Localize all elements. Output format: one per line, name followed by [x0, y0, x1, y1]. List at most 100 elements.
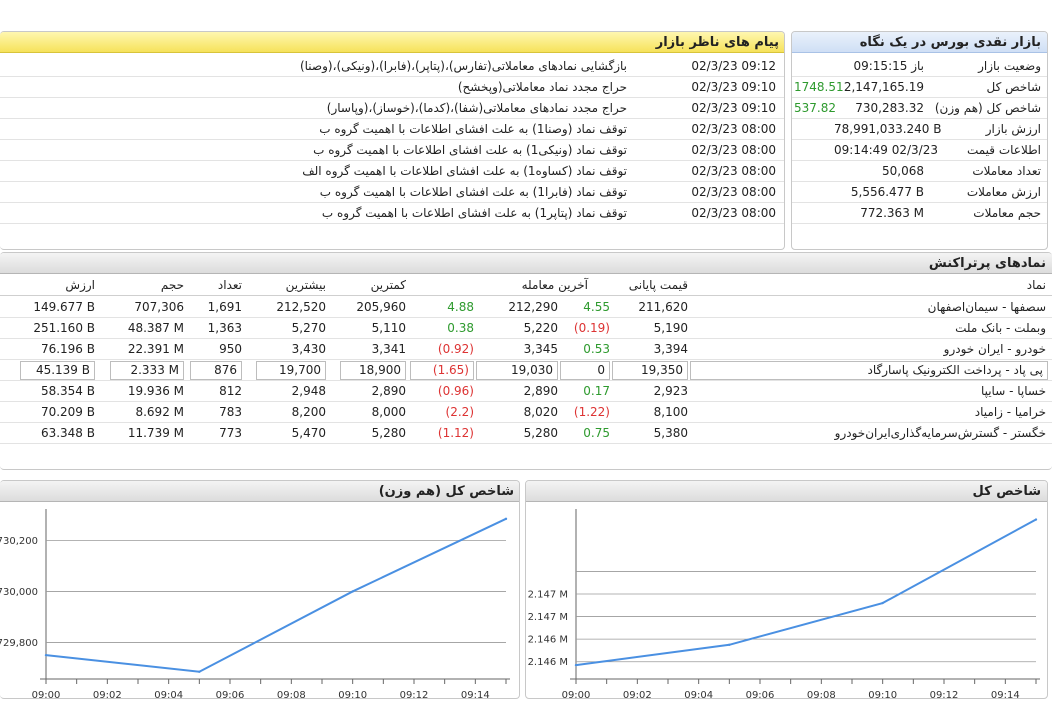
data-point — [574, 663, 578, 667]
max-price: 5,470 — [291, 426, 326, 440]
close-change: 0.53 — [583, 342, 610, 356]
close-price: 5,380 — [653, 426, 688, 440]
market-row-label: وضعیت بازار — [978, 59, 1041, 73]
table-header-row: نماد قیمت پایانی آخرین معامله کمترین بیش… — [0, 275, 1052, 296]
close-change: 0 — [560, 361, 610, 380]
x-tick-label: 09:08 — [807, 690, 836, 699]
table-row[interactable]: خودرو - ایران‌ خودرو 3,394 0.53 3,345 (0.92)… — [0, 339, 1052, 360]
trade-count: 950 — [219, 342, 242, 356]
x-tick-label: 09:14 — [461, 690, 490, 699]
message-row[interactable]: 02/3/23 09:10 حراج مجدد نماد معاملاتی(وپخ… — [0, 77, 784, 98]
table-row[interactable]: خساپا - سایپا 2,923 0.17 2,890 (0.96) 2,890 2,… — [0, 381, 1052, 402]
market-row-value: 5,556.477 B — [850, 185, 924, 199]
close-change: (0.19) — [573, 321, 610, 335]
y-tick-label: 730,000 — [0, 587, 38, 598]
market-row-value: 772.363 M — [860, 206, 924, 220]
market-row-label: تعداد معاملات — [972, 164, 1041, 178]
message-row[interactable]: 02/3/23 08:00 توقف نماد (فابرا1) به علت ا… — [0, 182, 784, 203]
col-header-value[interactable]: ارزش — [65, 278, 95, 292]
x-tick-label: 09:04 — [154, 690, 183, 699]
last-price: 3,345 — [523, 342, 558, 356]
message-row[interactable]: 02/3/23 08:00 توقف نماد (ونیکی1) به علت ا… — [0, 140, 784, 161]
close-change: 4.55 — [583, 300, 610, 314]
message-text: بازگشایی نمادهای معاملاتی(تفارس)،(پتاپر)… — [299, 59, 627, 73]
symbol-name[interactable]: خگستر - گسترش‌سرمایه‌گذاری‌ایران‌خودرو — [834, 426, 1046, 440]
message-row[interactable]: 02/3/23 09:12 بازگشایی نمادهای معاملاتی(ت… — [0, 56, 784, 77]
message-time: 02/3/23 08:00 — [691, 122, 776, 136]
message-text: توقف نماد (کساوه1) به علت افشای اطلاعات … — [302, 164, 627, 178]
col-header-min[interactable]: کمترین — [370, 278, 406, 292]
message-text: توقف نماد (وصنا1) به علت افشای اطلاعات ب… — [319, 122, 627, 136]
symbol-name[interactable]: سصفها - سیمان‌اصفهان — [927, 300, 1046, 314]
market-row: وضعیت بازار باز 09:15:15 — [792, 56, 1047, 77]
market-row-value: باز 09:15:15 — [853, 59, 924, 73]
last-price: 5,280 — [523, 426, 558, 440]
message-row[interactable]: 02/3/23 08:00 توقف نماد (وصنا1) به علت اف… — [0, 119, 784, 140]
message-time: 02/3/23 08:00 — [691, 206, 776, 220]
table-row[interactable]: خگستر - گسترش‌سرمایه‌گذاری‌ایران‌خودرو 5,… — [0, 423, 1052, 444]
table-row[interactable]: پی پاد - پرداخت الکترونیک پاسارگاد 19,350… — [0, 360, 1052, 381]
max-price: 5,270 — [291, 321, 326, 335]
market-row-value: 2,147,165.19 — [843, 80, 924, 94]
last-price: 8,020 — [523, 405, 558, 419]
data-point — [881, 601, 884, 605]
min-price: 18,900 — [340, 361, 406, 380]
trade-count: 773 — [219, 426, 242, 440]
symbol-name[interactable]: خساپا - سایپا — [980, 384, 1046, 398]
close-price: 3,394 — [653, 342, 688, 356]
message-time: 02/3/23 08:00 — [691, 164, 776, 178]
x-tick-label: 09:08 — [277, 690, 306, 699]
close-price: 211,620 — [638, 300, 688, 314]
last-change: (0.92) — [437, 342, 474, 356]
min-price: 8,000 — [371, 405, 406, 419]
trade-count: 1,363 — [207, 321, 242, 335]
symbol-name[interactable]: خودرو - ایران‌ خودرو — [943, 342, 1046, 356]
x-tick-label: 09:00 — [32, 690, 61, 699]
y-tick-label: 2.146 M — [528, 657, 568, 668]
x-tick-label: 09:12 — [400, 690, 429, 699]
col-header-count[interactable]: تعداد — [217, 278, 242, 292]
trade-value: 45.139 B — [20, 361, 95, 380]
symbol-name[interactable]: خراميا - زامیاد — [974, 405, 1046, 419]
message-row[interactable]: 02/3/23 08:00 توقف نماد (کساوه1) به علت ا… — [0, 161, 784, 182]
y-tick-label: 729,800 — [0, 638, 38, 649]
message-time: 02/3/23 08:00 — [691, 143, 776, 157]
message-text: توقف نماد (فابرا1) به علت افشای اطلاعات … — [319, 185, 627, 199]
supervisor-messages-panel: پیام های ناظر بازار 02/3/23 09:12 بازگشای… — [0, 31, 785, 250]
message-row[interactable]: 02/3/23 09:10 حراج مجدد نمادهای معاملاتی(… — [0, 98, 784, 119]
x-tick-label: 09:02 — [93, 690, 122, 699]
total-index-chart-title: شاخص کل — [526, 481, 1047, 502]
min-price: 3,341 — [371, 342, 406, 356]
trade-value: 149.677 B — [33, 300, 95, 314]
active-symbols-title: نمادهای پرتراکنش — [0, 253, 1052, 274]
x-tick-label: 09:10 — [338, 690, 367, 699]
close-price: 8,100 — [653, 405, 688, 419]
col-header-close[interactable]: قیمت پایانی — [628, 278, 688, 292]
table-row[interactable]: وبملت - بانک ملت 5,190 (0.19) 5,220 0.38 5,11… — [0, 318, 1052, 339]
trade-value: 58.354 B — [40, 384, 95, 398]
close-price: 19,350 — [612, 361, 688, 380]
data-point — [351, 590, 354, 593]
market-row-value: 50,068 — [882, 164, 924, 178]
symbol-name[interactable]: وبملت - بانک ملت — [955, 321, 1046, 335]
col-header-symbol[interactable]: نماد — [1026, 278, 1046, 292]
trade-value: 76.196 B — [40, 342, 95, 356]
x-tick-label: 09:10 — [868, 690, 897, 699]
equal-weight-index-chart-title: شاخص کل (هم وزن) — [0, 481, 519, 502]
message-time: 02/3/23 08:00 — [691, 185, 776, 199]
data-point — [504, 517, 508, 521]
table-row[interactable]: خراميا - زامیاد 8,100 (1.22) 8,020 (2.2) 8,00… — [0, 402, 1052, 423]
last-price: 5,220 — [523, 321, 558, 335]
max-price: 3,430 — [291, 342, 326, 356]
symbol-name[interactable]: پی پاد - پرداخت الکترونیک پاسارگاد — [690, 361, 1048, 380]
col-header-last[interactable]: آخرین معامله — [521, 278, 588, 292]
col-header-volume[interactable]: حجم — [160, 278, 184, 292]
message-row[interactable]: 02/3/23 08:00 توقف نماد (پتاپر1) به علت ا… — [0, 203, 784, 224]
table-row[interactable]: سصفها - سیمان‌اصفهان 211,620 4.55 212,290 4.… — [0, 297, 1052, 318]
market-overview-title: بازار نقدی بورس در یک نگاه — [792, 32, 1047, 53]
market-row-value: 730,283.32 — [855, 101, 924, 115]
last-change: (2.2) — [445, 405, 474, 419]
market-row-change: 537.82 — [794, 101, 836, 115]
message-time: 02/3/23 09:10 — [691, 101, 776, 115]
col-header-max[interactable]: بیشترین — [285, 278, 326, 292]
